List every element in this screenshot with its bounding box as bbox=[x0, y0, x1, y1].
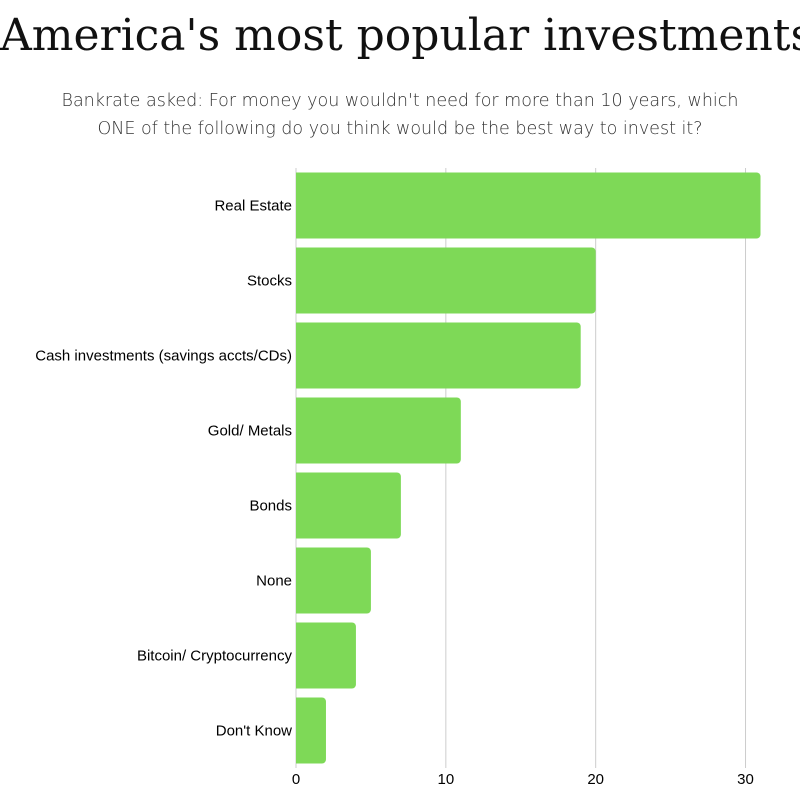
subtitle-line-1: Bankrate asked: For money you wouldn't n… bbox=[61, 91, 739, 111]
bar-left-edge bbox=[296, 322, 302, 389]
category-label: Stocks bbox=[247, 273, 292, 290]
category-label: Cash investments (savings accts/CDs) bbox=[35, 348, 292, 365]
bars bbox=[296, 172, 761, 764]
x-axis-ticks: 0 10 20 30 bbox=[292, 771, 754, 788]
bar bbox=[296, 547, 371, 614]
category-label: Bonds bbox=[249, 498, 292, 515]
chart-title: America's most popular investments bbox=[0, 10, 800, 61]
category-label: Gold/ Metals bbox=[208, 423, 292, 440]
bar-left-edge bbox=[296, 697, 302, 764]
category-label: Real Estate bbox=[214, 198, 292, 215]
bar-left-edge bbox=[296, 622, 302, 689]
x-tick-label: 0 bbox=[292, 771, 300, 788]
bar-left-edge bbox=[296, 172, 302, 239]
bar bbox=[296, 172, 761, 239]
bar-left-edge bbox=[296, 472, 302, 539]
bar bbox=[296, 397, 461, 464]
bar-left-edge bbox=[296, 547, 302, 614]
category-labels: Real Estate Stocks Cash investments (savin… bbox=[35, 198, 292, 740]
x-tick-label: 20 bbox=[587, 771, 604, 788]
subtitle-line-2: ONE of the following do you think would … bbox=[97, 119, 703, 139]
x-tick-label: 30 bbox=[737, 771, 754, 788]
category-label: None bbox=[256, 573, 292, 590]
category-label: Bitcoin/ Cryptocurrency bbox=[137, 648, 293, 665]
category-label: Don't Know bbox=[216, 723, 292, 740]
bar-left-edge bbox=[296, 397, 302, 464]
bar bbox=[296, 322, 581, 389]
x-tick-label: 10 bbox=[437, 771, 454, 788]
bar bbox=[296, 697, 326, 764]
bar bbox=[296, 247, 596, 314]
bar bbox=[296, 622, 356, 689]
bar-left-edge bbox=[296, 247, 302, 314]
bar bbox=[296, 472, 401, 539]
chart-subtitle: Bankrate asked: For money you wouldn't n… bbox=[50, 87, 750, 143]
